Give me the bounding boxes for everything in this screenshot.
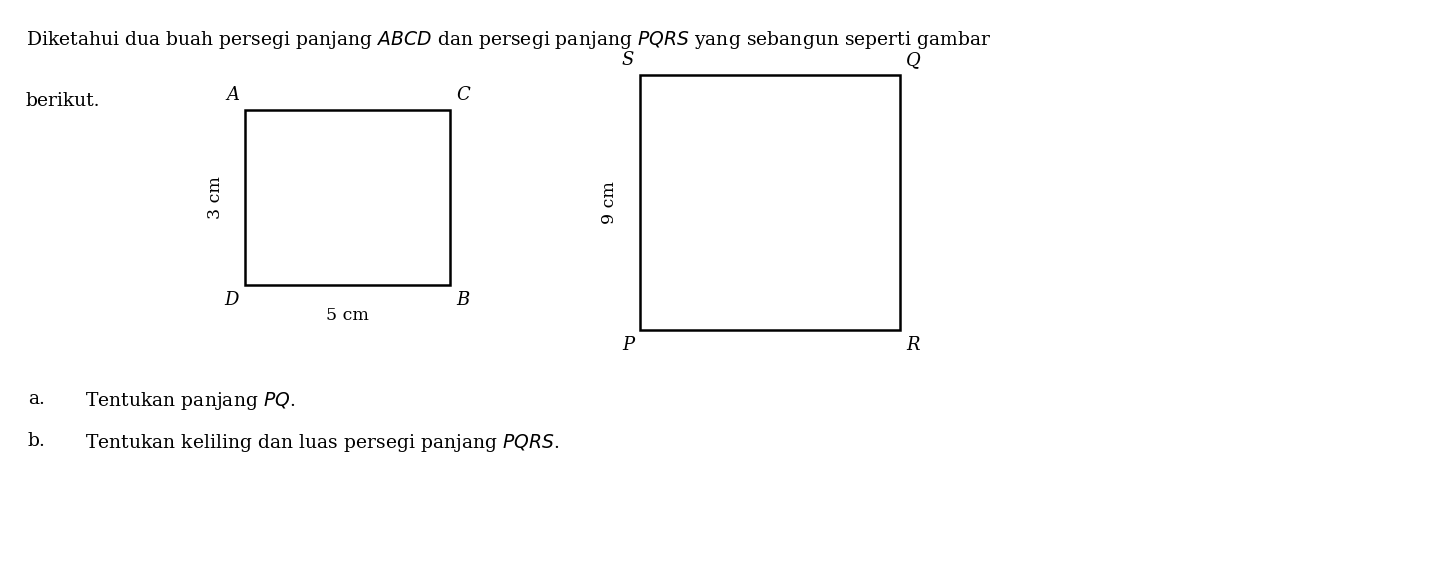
Text: Tentukan keliling dan luas persegi panjang $PQRS$.: Tentukan keliling dan luas persegi panja…: [85, 432, 560, 454]
Text: b.: b.: [27, 432, 46, 450]
Text: S: S: [622, 51, 635, 69]
Bar: [640, 75, 899, 330]
Text: Diketahui dua buah persegi panjang $ABCD$ dan persegi panjang $PQRS$ yang sebang: Diketahui dua buah persegi panjang $ABCD…: [26, 29, 991, 50]
Text: P: P: [622, 336, 635, 354]
Text: B: B: [456, 291, 469, 309]
Text: a.: a.: [27, 390, 45, 408]
Text: berikut.: berikut.: [26, 92, 101, 109]
Text: Q: Q: [907, 51, 921, 69]
Text: 3 cm: 3 cm: [207, 176, 223, 219]
Text: R: R: [907, 336, 920, 354]
Text: 5 cm: 5 cm: [327, 307, 368, 324]
Text: 9 cm: 9 cm: [602, 181, 619, 224]
Text: C: C: [456, 86, 469, 104]
Text: A: A: [226, 86, 239, 104]
Bar: [245, 110, 450, 285]
Text: D: D: [224, 291, 239, 309]
Text: Tentukan panjang $PQ$.: Tentukan panjang $PQ$.: [85, 390, 295, 412]
